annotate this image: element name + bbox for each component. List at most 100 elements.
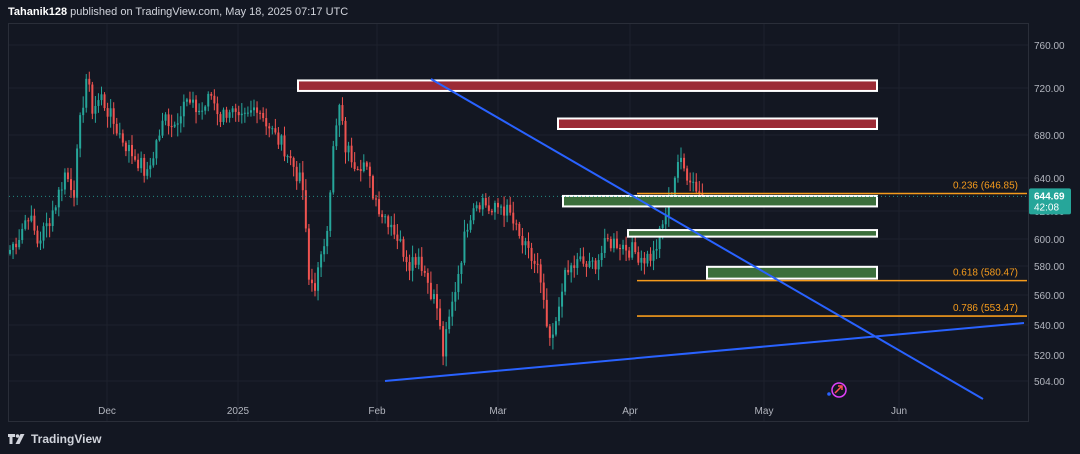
- candle-body: [576, 259, 579, 268]
- candle-body: [271, 128, 274, 130]
- publish-info: published on TradingView.com, May 18, 20…: [70, 6, 349, 18]
- candle-body: [231, 108, 234, 113]
- candle-body: [536, 263, 539, 265]
- candle-body: [362, 162, 365, 172]
- candle-body: [457, 273, 460, 293]
- candle-body: [268, 126, 271, 129]
- candle-body: [570, 265, 573, 273]
- candle-body: [188, 99, 191, 103]
- candle-body: [219, 114, 222, 123]
- candle-body: [637, 252, 640, 263]
- x-tick-label: May: [755, 406, 774, 417]
- fib-level-label: 0.786 (553.47): [953, 303, 1018, 314]
- candle-body: [274, 128, 277, 133]
- candle-body: [408, 262, 411, 271]
- tradingview-logo-icon: [8, 434, 25, 444]
- candle-body: [228, 112, 231, 118]
- candle-body: [146, 169, 149, 176]
- candle-body: [615, 238, 618, 248]
- candle-body: [149, 165, 152, 170]
- candle-body: [332, 146, 335, 193]
- candle-body: [310, 279, 313, 284]
- candles: [9, 71, 704, 367]
- candle-body: [402, 239, 405, 257]
- candle-body: [588, 261, 591, 267]
- candle-body: [390, 224, 393, 228]
- candle-body: [115, 123, 118, 134]
- candle-body: [533, 260, 536, 264]
- candle-body: [490, 210, 493, 213]
- candle-body: [27, 220, 30, 222]
- supply-zone[interactable]: [297, 79, 878, 92]
- candle-body: [164, 114, 167, 121]
- candle-body: [558, 306, 560, 322]
- candle-body: [161, 120, 164, 136]
- candle-body: [307, 228, 310, 280]
- candle-body: [378, 199, 381, 215]
- candle-body: [567, 269, 570, 273]
- candle-body: [173, 124, 176, 127]
- candle-body: [262, 112, 265, 119]
- event-marker-icon[interactable]: [831, 382, 847, 398]
- author-name[interactable]: Tahanik128: [8, 6, 68, 18]
- candle-body: [527, 241, 530, 248]
- supply-zone[interactable]: [557, 117, 878, 130]
- candle-body: [100, 94, 103, 101]
- candle-body: [469, 220, 472, 230]
- candle-body: [524, 241, 527, 246]
- candle-body: [344, 120, 347, 153]
- candle-body: [243, 112, 246, 114]
- candle-body: [76, 148, 79, 198]
- candle-body: [295, 166, 298, 182]
- y-tick-label: 504.00: [1034, 377, 1065, 388]
- candle-body: [484, 198, 487, 206]
- x-tick-label: Feb: [368, 406, 386, 417]
- candle-body: [112, 108, 115, 124]
- candle-body: [82, 107, 85, 116]
- rising-trendline[interactable]: [384, 322, 1025, 382]
- candle-body: [551, 334, 554, 338]
- demand-zone[interactable]: [627, 229, 878, 238]
- candle-body: [280, 135, 283, 145]
- candle-body: [24, 220, 27, 229]
- publish-header: Tahanik128 published on TradingView.com,…: [8, 6, 348, 22]
- candle-body: [359, 169, 362, 172]
- candle-body: [192, 99, 194, 103]
- candle-body: [320, 254, 323, 268]
- candle-body: [371, 176, 374, 199]
- candle-body: [680, 157, 682, 163]
- x-tick-label: Mar: [489, 406, 507, 417]
- candle-body: [198, 110, 201, 113]
- demand-zone[interactable]: [562, 194, 878, 208]
- candle-body: [207, 93, 210, 107]
- candle-body: [429, 282, 432, 300]
- last-price-tag[interactable]: [1029, 188, 1071, 215]
- candle-body: [655, 248, 658, 251]
- candle-body: [652, 250, 655, 261]
- y-tick-label: 560.00: [1034, 291, 1065, 302]
- candle-body: [509, 204, 512, 213]
- candle-body: [57, 189, 60, 208]
- candle-body: [341, 105, 344, 121]
- candle-body: [170, 126, 173, 128]
- candle-body: [375, 198, 377, 200]
- falling-trendline[interactable]: [430, 78, 984, 400]
- candle-body: [298, 172, 301, 182]
- candle-body: [314, 283, 316, 291]
- tradingview-footer[interactable]: TradingView: [8, 431, 101, 447]
- candle-body: [564, 269, 567, 292]
- candle-body: [689, 180, 692, 183]
- candle-body: [30, 215, 33, 221]
- candle-body: [698, 191, 701, 194]
- candle-body: [664, 215, 667, 225]
- candle-body: [304, 190, 307, 229]
- demand-zone[interactable]: [706, 265, 878, 280]
- candle-body: [134, 156, 137, 160]
- candle-body: [475, 205, 478, 209]
- candle-body: [512, 212, 515, 224]
- candle-body: [94, 105, 97, 114]
- x-tick-label: 2025: [227, 406, 250, 417]
- candle-body: [503, 206, 506, 216]
- candle-body: [640, 257, 643, 263]
